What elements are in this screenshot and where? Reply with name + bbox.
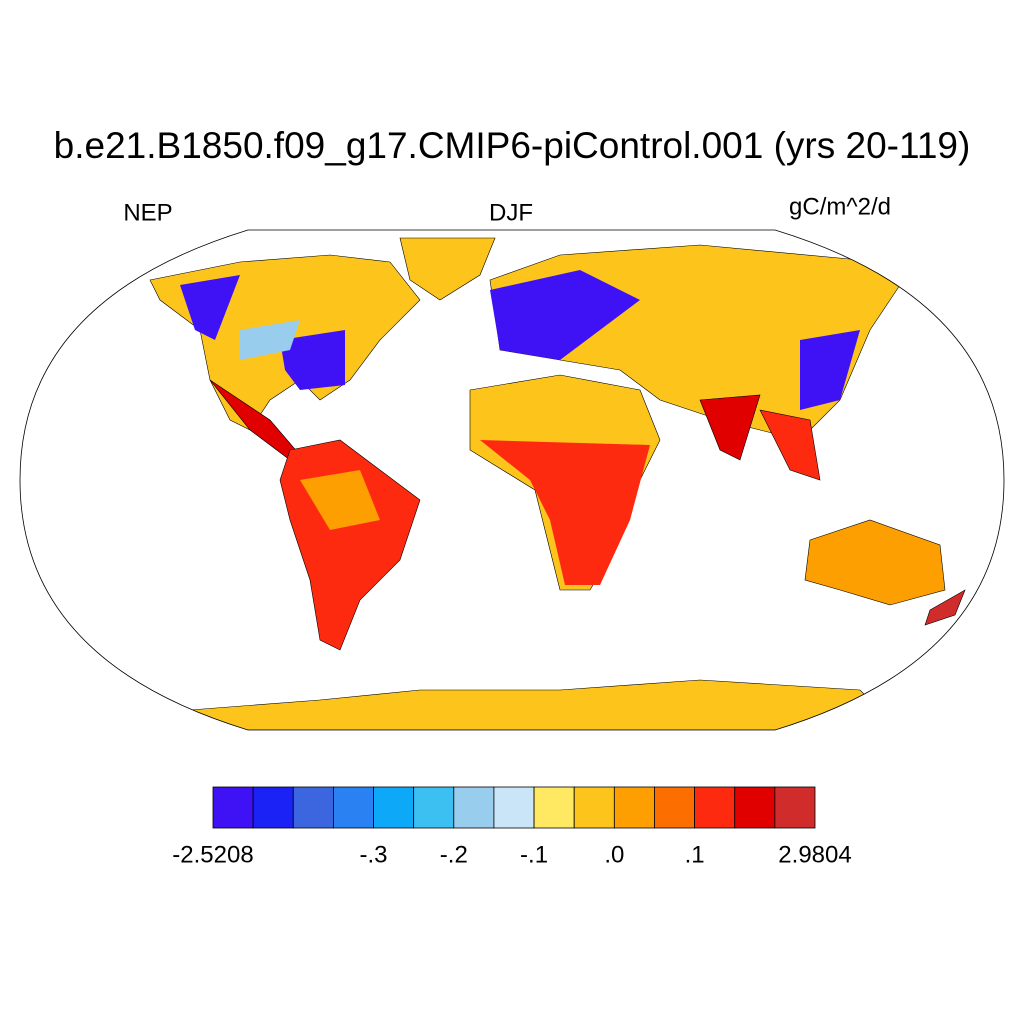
colorbar-box — [573, 786, 615, 829]
east-asia — [800, 330, 860, 410]
map — [19, 229, 1005, 731]
colorbar-box — [453, 786, 495, 829]
colorbar-box — [734, 786, 776, 829]
na-band — [240, 320, 300, 360]
colorbar-box — [694, 786, 736, 829]
colorbar: -2.5208 -.3 -.2 -.1 .0 .1 2.9804 — [172, 786, 852, 868]
colorbar-box — [292, 786, 334, 829]
colorbar-label: .0 — [604, 841, 624, 868]
australia — [804, 519, 946, 606]
colorbar-box — [252, 786, 294, 829]
new-zealand — [924, 589, 966, 626]
colorbar-box — [654, 786, 696, 829]
colorbar-box — [774, 786, 816, 829]
colorbar-label: 2.9804 — [778, 841, 851, 868]
greenland — [399, 237, 496, 301]
title: b.e21.B1850.f09_g17.CMIP6-piControl.001 … — [54, 125, 971, 166]
map-border — [19, 229, 1005, 731]
center-label: DJF — [489, 199, 533, 226]
colorbar-box — [533, 786, 575, 829]
colorbar-box — [373, 786, 415, 829]
colorbar-box — [332, 786, 374, 829]
colorbar-label: -2.5208 — [172, 841, 253, 868]
colorbar-box — [413, 786, 455, 829]
europe — [490, 270, 640, 360]
colorbar-box — [493, 786, 535, 829]
colorbar-label: -.3 — [360, 841, 388, 868]
south-america — [279, 439, 421, 651]
colorbar-label: .1 — [685, 841, 705, 868]
na-west — [180, 275, 240, 340]
se-asia — [759, 409, 821, 481]
units-label: gC/m^2/d — [789, 193, 891, 220]
africa-south — [480, 440, 650, 585]
na-east — [280, 330, 345, 390]
antarctica — [189, 679, 901, 730]
left-label: NEP — [123, 199, 172, 226]
sa-patch — [300, 470, 380, 530]
colorbar-box — [212, 786, 254, 829]
colorbar-box — [613, 786, 655, 829]
india — [699, 394, 761, 461]
colorbar-label: -.1 — [520, 841, 548, 868]
colorbar-label: -.2 — [440, 841, 468, 868]
